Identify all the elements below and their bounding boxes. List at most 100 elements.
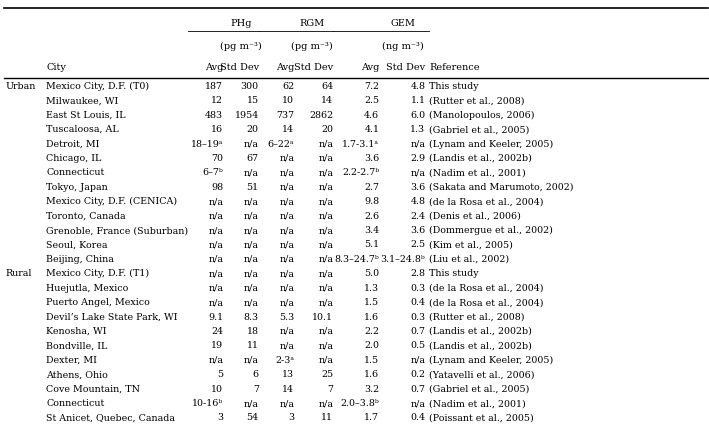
Text: 0.4: 0.4 <box>411 298 425 307</box>
Text: 51: 51 <box>247 183 259 192</box>
Text: 3.6: 3.6 <box>410 226 425 235</box>
Text: 3.2: 3.2 <box>364 385 379 393</box>
Text: 8.3: 8.3 <box>244 312 259 321</box>
Text: 2862: 2862 <box>309 111 333 120</box>
Text: 2.2-2.7ᵇ: 2.2-2.7ᵇ <box>342 168 379 177</box>
Text: (Lynam and Keeler, 2005): (Lynam and Keeler, 2005) <box>429 356 553 365</box>
Text: n/a: n/a <box>244 197 259 206</box>
Text: Std Dev: Std Dev <box>220 64 259 73</box>
Text: n/a: n/a <box>244 212 259 220</box>
Text: 25: 25 <box>321 370 333 379</box>
Text: Connecticut: Connecticut <box>46 399 104 408</box>
Text: n/a: n/a <box>279 284 294 293</box>
Text: 4.1: 4.1 <box>364 125 379 134</box>
Text: n/a: n/a <box>318 240 333 249</box>
Text: 0.4: 0.4 <box>411 413 425 422</box>
Text: 2.2: 2.2 <box>364 327 379 336</box>
Text: 19: 19 <box>211 341 223 350</box>
Text: n/a: n/a <box>208 284 223 293</box>
Text: 12: 12 <box>211 96 223 105</box>
Text: 6.0: 6.0 <box>411 111 425 120</box>
Text: Mexico City, D.F. (CENICA): Mexico City, D.F. (CENICA) <box>46 197 177 206</box>
Text: GEM: GEM <box>390 19 415 28</box>
Text: 2-3ᵃ: 2-3ᵃ <box>275 356 294 365</box>
Text: 10-16ᵇ: 10-16ᵇ <box>192 399 223 408</box>
Text: 64: 64 <box>321 82 333 91</box>
Text: 70: 70 <box>211 154 223 163</box>
Text: 0.3: 0.3 <box>411 312 425 321</box>
Text: (Dommergue et al., 2002): (Dommergue et al., 2002) <box>429 226 553 235</box>
Text: 2.0: 2.0 <box>364 341 379 350</box>
Text: 4.6: 4.6 <box>364 111 379 120</box>
Text: 3.1–24.8ᵇ: 3.1–24.8ᵇ <box>381 255 425 264</box>
Text: 0.7: 0.7 <box>411 327 425 336</box>
Text: 14: 14 <box>282 125 294 134</box>
Text: 6–7ᵇ: 6–7ᵇ <box>203 168 223 177</box>
Text: Seoul, Korea: Seoul, Korea <box>46 240 108 249</box>
Text: n/a: n/a <box>244 255 259 264</box>
Text: 1.6: 1.6 <box>364 370 379 379</box>
Text: 2.6: 2.6 <box>364 212 379 220</box>
Text: Beijing, China: Beijing, China <box>46 255 114 264</box>
Text: 1.3: 1.3 <box>411 125 425 134</box>
Text: (Sakata and Marumoto, 2002): (Sakata and Marumoto, 2002) <box>429 183 574 192</box>
Text: Std Dev: Std Dev <box>386 64 425 73</box>
Text: (Rutter et al., 2008): (Rutter et al., 2008) <box>429 96 525 105</box>
Text: (Nadim et al., 2001): (Nadim et al., 2001) <box>429 168 525 177</box>
Text: Connecticut: Connecticut <box>46 168 104 177</box>
Text: (Landis et al., 2002b): (Landis et al., 2002b) <box>429 327 532 336</box>
Text: City: City <box>46 64 66 73</box>
Text: PHg: PHg <box>230 19 252 28</box>
Text: Dexter, MI: Dexter, MI <box>46 356 97 365</box>
Text: 54: 54 <box>247 413 259 422</box>
Text: Huejutla, Mexico: Huejutla, Mexico <box>46 284 128 293</box>
Text: (Denis et al., 2006): (Denis et al., 2006) <box>429 212 521 220</box>
Text: (Manolopoulos, 2006): (Manolopoulos, 2006) <box>429 111 535 120</box>
Text: RGM: RGM <box>299 19 325 28</box>
Text: 2.8: 2.8 <box>411 269 425 278</box>
Text: n/a: n/a <box>244 298 259 307</box>
Text: n/a: n/a <box>318 197 333 206</box>
Text: 0.3: 0.3 <box>411 284 425 293</box>
Text: 10: 10 <box>282 96 294 105</box>
Text: (Kim et al., 2005): (Kim et al., 2005) <box>429 240 513 249</box>
Text: n/a: n/a <box>208 269 223 278</box>
Text: Puerto Angel, Mexico: Puerto Angel, Mexico <box>46 298 150 307</box>
Text: 1.1: 1.1 <box>411 96 425 105</box>
Text: n/a: n/a <box>279 255 294 264</box>
Text: 15: 15 <box>247 96 259 105</box>
Text: 9.1: 9.1 <box>208 312 223 321</box>
Text: Chicago, IL: Chicago, IL <box>46 154 101 163</box>
Text: 2.7: 2.7 <box>364 183 379 192</box>
Text: n/a: n/a <box>244 356 259 365</box>
Text: n/a: n/a <box>318 269 333 278</box>
Text: n/a: n/a <box>279 399 294 408</box>
Text: n/a: n/a <box>318 183 333 192</box>
Text: 2.5: 2.5 <box>364 96 379 105</box>
Text: n/a: n/a <box>279 154 294 163</box>
Text: 5.0: 5.0 <box>364 269 379 278</box>
Text: n/a: n/a <box>279 168 294 177</box>
Text: Bondville, IL: Bondville, IL <box>46 341 108 350</box>
Text: 7: 7 <box>328 385 333 393</box>
Text: (Yatavelli et al., 2006): (Yatavelli et al., 2006) <box>429 370 535 379</box>
Text: n/a: n/a <box>244 139 259 148</box>
Text: (Nadim et al., 2001): (Nadim et al., 2001) <box>429 399 525 408</box>
Text: 14: 14 <box>282 385 294 393</box>
Text: 5.1: 5.1 <box>364 240 379 249</box>
Text: This study: This study <box>429 269 479 278</box>
Text: n/a: n/a <box>208 298 223 307</box>
Text: n/a: n/a <box>411 399 425 408</box>
Text: Athens, Ohio: Athens, Ohio <box>46 370 108 379</box>
Text: 6–22ᵃ: 6–22ᵃ <box>268 139 294 148</box>
Text: Reference: Reference <box>429 64 479 73</box>
Text: n/a: n/a <box>318 327 333 336</box>
Text: n/a: n/a <box>279 240 294 249</box>
Text: 1.7-3.1ᵃ: 1.7-3.1ᵃ <box>342 139 379 148</box>
Text: n/a: n/a <box>318 356 333 365</box>
Text: Avg: Avg <box>361 64 379 73</box>
Text: Milwaukee, WI: Milwaukee, WI <box>46 96 118 105</box>
Text: 14: 14 <box>321 96 333 105</box>
Text: (Lynam and Keeler, 2005): (Lynam and Keeler, 2005) <box>429 139 553 149</box>
Text: 2.5: 2.5 <box>411 240 425 249</box>
